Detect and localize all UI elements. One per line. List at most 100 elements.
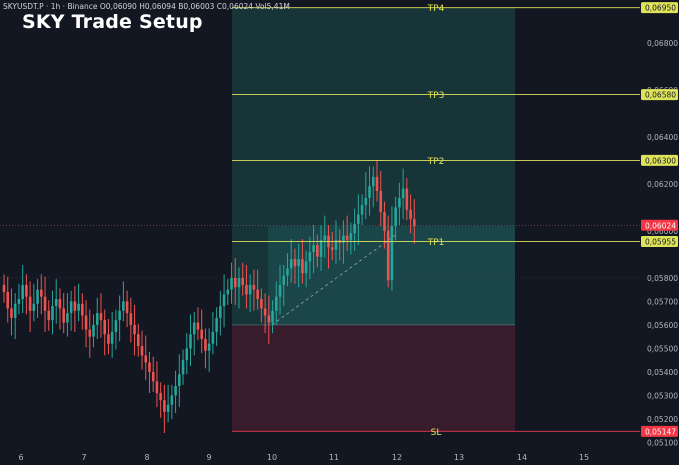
candle-body (25, 284, 28, 297)
price-tag-tp2 (641, 154, 678, 166)
price-tag-sl (641, 425, 678, 437)
candle-body (125, 301, 129, 314)
candle-body (36, 289, 39, 304)
candle-body (211, 331, 215, 344)
candle-body (17, 299, 21, 304)
candle-body (230, 277, 233, 290)
candle-body (398, 198, 401, 208)
candle-body (375, 176, 379, 191)
candle-body (319, 240, 323, 257)
level-label-tp1: TP1 (427, 238, 445, 248)
candle-body (334, 240, 338, 250)
candle-body (21, 284, 24, 300)
candle-body (409, 209, 412, 220)
x-axis: 6 7 8 9 10 11 12 13 14 15 (18, 453, 589, 462)
symbol-info: SKYUSDT.P · 1h · Binance O0,06090 H0,060… (3, 2, 290, 11)
candle-body (151, 371, 155, 382)
level-label-sl: SL (431, 428, 442, 438)
candle-body (155, 381, 159, 394)
x-tick-label: 7 (81, 453, 86, 462)
candle-body (241, 277, 245, 285)
candle-body (114, 320, 118, 332)
candle-body (95, 313, 99, 325)
candle-body (233, 277, 237, 288)
candle-body (47, 310, 51, 321)
y-tick-label: 0,06400 (647, 133, 678, 142)
candle-body (301, 259, 304, 274)
price-tag-value: 0,06580 (645, 91, 676, 100)
y-tick-label: 0,05100 (647, 438, 678, 447)
candle-body (58, 299, 62, 309)
candle-body (103, 320, 107, 335)
candle-body (107, 334, 110, 344)
candle-body (405, 188, 409, 210)
y-tick-label: 0,05500 (647, 344, 678, 353)
candle-body (99, 313, 103, 321)
candle-body (401, 188, 405, 198)
candle-body (282, 275, 286, 285)
candle-body (174, 386, 177, 396)
candle-body (2, 284, 6, 292)
x-tick-label: 15 (579, 453, 589, 462)
candle-body (278, 284, 282, 297)
y-tick-label: 0,06200 (647, 180, 678, 189)
candle-body (163, 400, 166, 412)
candle-body (159, 393, 162, 401)
candle-body (88, 329, 92, 337)
candle-body (316, 245, 319, 257)
x-tick-label: 11 (329, 453, 339, 462)
candle-body (178, 374, 181, 386)
price-tag-value: 0,05147 (645, 427, 676, 436)
price-tag-value: 0,06300 (645, 156, 676, 165)
candle-body (342, 235, 345, 243)
y-tick-label: 0,07000 (647, 0, 678, 1)
candle-body (304, 261, 308, 274)
candle-body (245, 284, 248, 295)
y-axis: 0,074000,072000,070000,068000,066000,064… (641, 0, 678, 447)
candle-body (133, 324, 136, 335)
candle-body (62, 308, 65, 323)
y-tick-label: 0,05800 (647, 274, 678, 283)
current-price-tag (641, 219, 678, 231)
candle-body (122, 301, 125, 311)
candle-body (110, 331, 114, 344)
candle-body (312, 245, 315, 253)
y-tick-label: 0,06800 (647, 39, 678, 48)
candle-body (144, 355, 148, 363)
candle-body (73, 301, 77, 311)
price-tag-value: 0,06950 (645, 4, 676, 13)
chart-title: SKY Trade Setup (22, 11, 203, 33)
candle-body (28, 296, 32, 311)
x-tick-label: 14 (517, 453, 527, 462)
x-tick-label: 8 (144, 453, 149, 462)
x-tick-label: 6 (18, 453, 23, 462)
candle-body (140, 346, 144, 356)
candle-body (263, 308, 267, 316)
candle-body (196, 322, 200, 330)
candle-body (323, 235, 327, 241)
candle-body (286, 268, 289, 276)
candle-body (129, 313, 133, 325)
candle-body (185, 348, 189, 361)
y-tick-label: 0,05200 (647, 415, 678, 424)
candle-body (200, 329, 203, 339)
candle-body (297, 259, 300, 267)
candle-body (69, 301, 73, 314)
x-tick-label: 9 (206, 453, 211, 462)
candle-body (40, 289, 43, 297)
candle-body (413, 219, 416, 227)
x-tick-label: 10 (267, 453, 277, 462)
candle-body (271, 310, 274, 323)
candle-body (192, 322, 196, 335)
candle-body (371, 176, 375, 187)
candle-body (353, 223, 356, 234)
y-tick-label: 0,05700 (647, 297, 678, 306)
candle-body (357, 214, 360, 224)
candle-body (260, 299, 263, 309)
candle-body (10, 308, 13, 318)
candle-body (219, 306, 222, 318)
candle-body (349, 233, 353, 241)
candle-body (364, 198, 368, 206)
candle-body (289, 259, 293, 269)
